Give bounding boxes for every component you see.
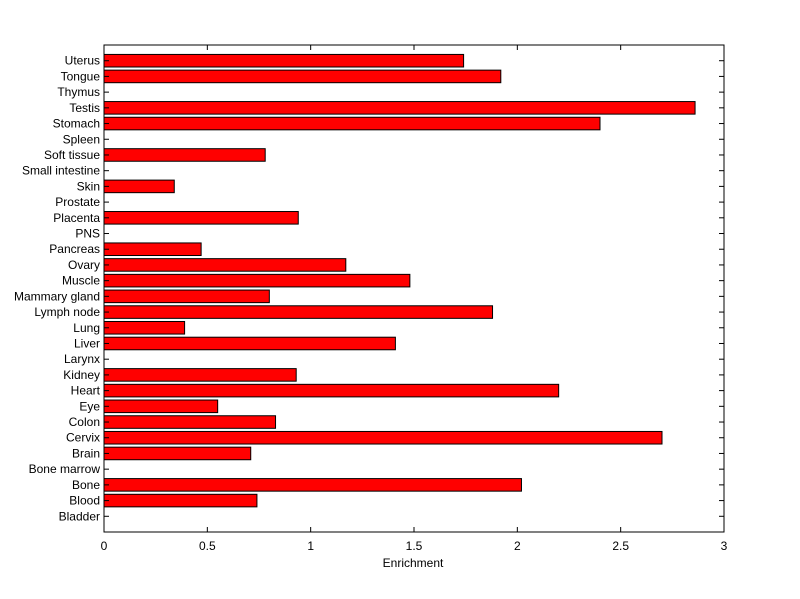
bar-tongue — [103, 69, 502, 84]
x-tick-label: 1 — [307, 539, 314, 553]
y-tick-label-testis: Testis — [69, 101, 100, 115]
y-tick-label-cervix: Cervix — [66, 431, 100, 445]
x-ticks-group: 0 0.5 1 1.5 2 2.5 3 — [101, 45, 728, 553]
y-tick-label-skin: Skin — [77, 179, 100, 193]
y-tick-label-eye: Eye — [79, 399, 100, 413]
bar-brain — [103, 446, 252, 461]
bar-stomach — [103, 116, 601, 131]
y-tick-label-placenta: Placenta — [53, 211, 100, 225]
x-tick-label: 0 — [101, 539, 108, 553]
y-tick-label-stomach: Stomach — [53, 117, 100, 131]
y-tick-label-tongue: Tongue — [61, 69, 101, 83]
y-tick-label-bladder: Bladder — [59, 509, 100, 523]
y-tick-label-prostate: Prostate — [55, 195, 100, 209]
y-tick-label-kidney: Kidney — [63, 368, 100, 382]
bar-muscle — [103, 273, 411, 288]
bar-heart — [103, 383, 560, 398]
y-tick-label-muscle: Muscle — [62, 274, 100, 288]
y-tick-label-liver: Liver — [74, 336, 100, 350]
y-tick-label-bone-marrow: Bone marrow — [29, 462, 101, 476]
y-tick-label-colon: Colon — [69, 415, 100, 429]
y-tick-label-spleen: Spleen — [63, 132, 100, 146]
bar-liver — [103, 336, 396, 351]
y-tick-label-blood: Blood — [69, 494, 100, 508]
y-tick-label-mammary-gland: Mammary gland — [14, 289, 100, 303]
x-tick-label: 1.5 — [406, 539, 423, 553]
bar-bone — [103, 478, 522, 492]
y-tick-label-larynx: Larynx — [64, 352, 100, 366]
x-tick-label: 3 — [721, 539, 728, 553]
bars-group — [103, 53, 696, 508]
x-tick-label: 2.5 — [612, 539, 629, 553]
bar-cervix — [103, 430, 663, 445]
bar-lung — [103, 320, 186, 335]
y-tick-label-small-intestine: Small intestine — [22, 164, 100, 178]
y-tick-label-brain: Brain — [72, 446, 100, 460]
y-tick-label-pns: PNS — [75, 227, 100, 241]
y-tick-label-lymph-node: Lymph node — [34, 305, 100, 319]
bar-blood — [103, 493, 258, 508]
bar-eye — [103, 399, 219, 414]
bar-soft-tissue — [103, 148, 266, 162]
y-tick-label-lung: Lung — [73, 321, 100, 335]
bar-colon — [103, 415, 277, 429]
bar-placenta — [103, 211, 299, 225]
y-tick-label-thymus: Thymus — [57, 85, 100, 99]
bar-mammary-gland — [103, 289, 270, 304]
bar-uterus — [103, 53, 465, 68]
bar-ovary — [103, 258, 347, 272]
bar-lymph-node — [103, 305, 494, 319]
y-tick-label-bone: Bone — [72, 478, 100, 492]
bar-pancreas — [103, 242, 202, 257]
y-tick-label-heart: Heart — [71, 384, 101, 398]
y-tick-label-uterus: Uterus — [65, 54, 100, 68]
y-tick-label-pancreas: Pancreas — [49, 242, 100, 256]
bar-testis — [103, 101, 696, 115]
y-tick-label-soft-tissue: Soft tissue — [44, 148, 100, 162]
x-axis-title: Enrichment — [383, 556, 444, 570]
x-tick-label: 2 — [514, 539, 521, 553]
x-tick-label: 0.5 — [199, 539, 216, 553]
bar-skin — [103, 179, 175, 194]
bar-kidney — [103, 368, 297, 382]
y-tick-label-ovary: Ovary — [68, 258, 100, 272]
